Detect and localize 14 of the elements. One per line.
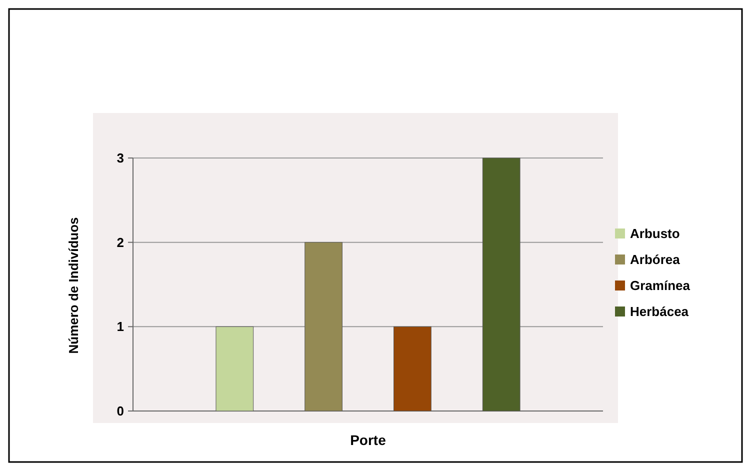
legend-label: Arbusto [630,226,680,242]
y-tick-label: 0 [116,404,124,419]
y-axis-title: Número de Indivíduos [66,217,81,354]
legend-label: Gramínea [630,278,691,294]
y-tick-label: 1 [116,319,124,334]
bar [216,326,254,412]
y-tick-label: 3 [116,150,124,166]
legend-label: Herbácea [630,304,690,320]
bar [482,158,520,412]
legend-label: Arbórea [630,252,681,268]
x-axis-title: Porte [350,432,386,448]
y-tick-label: 2 [116,234,124,250]
bar [394,326,432,412]
bar [304,242,342,412]
